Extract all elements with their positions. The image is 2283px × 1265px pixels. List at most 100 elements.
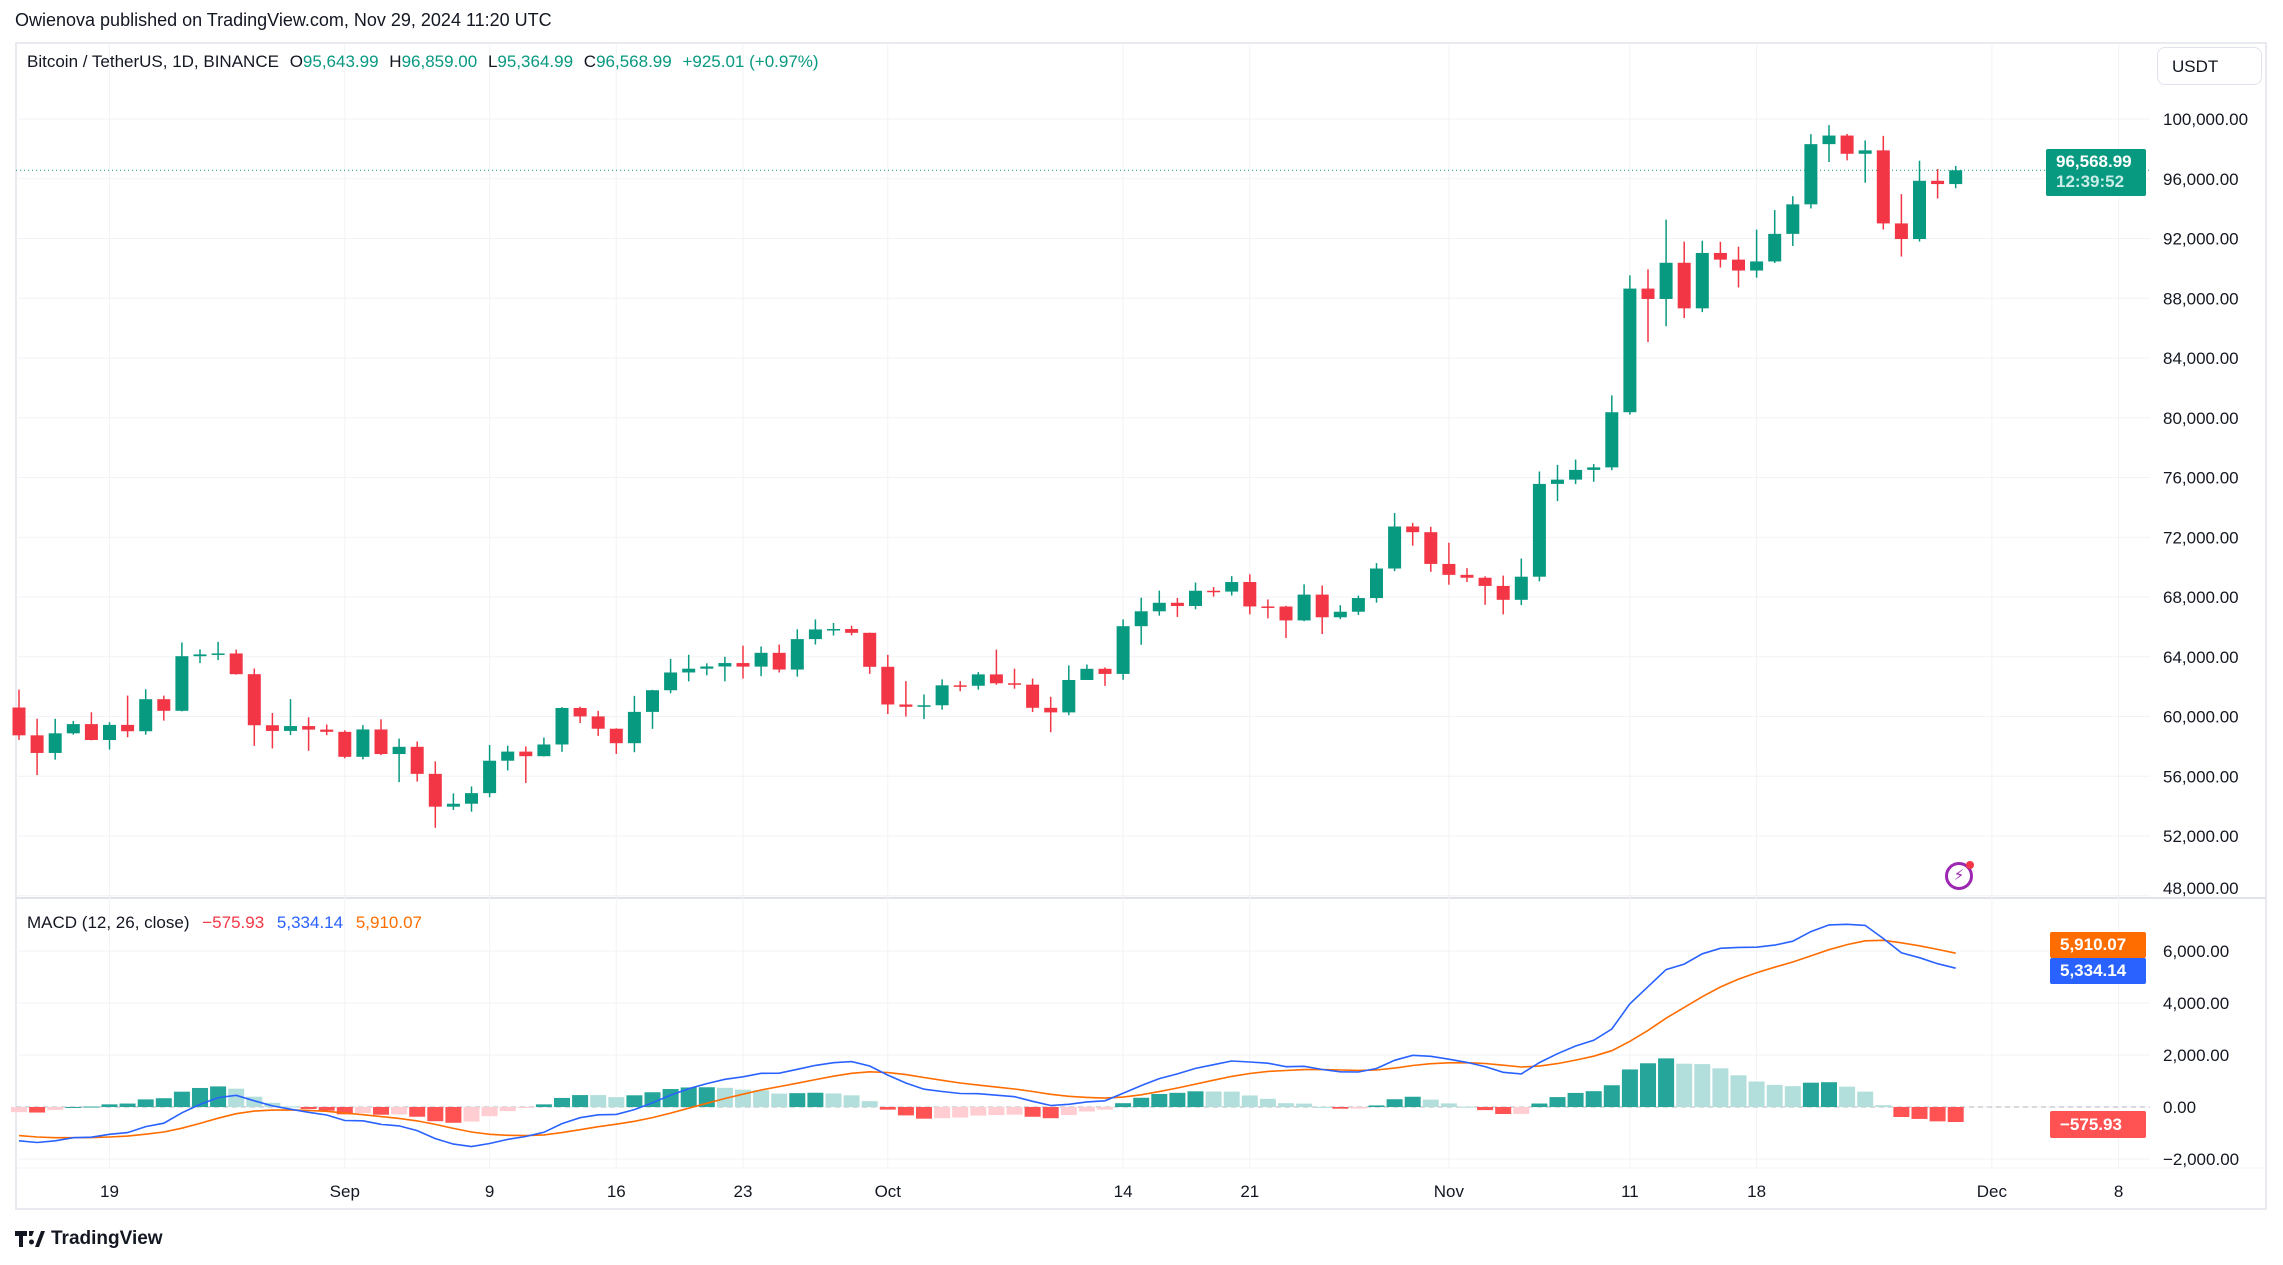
histogram-bar — [1748, 1081, 1765, 1107]
candle — [971, 672, 985, 690]
candle-body — [1261, 606, 1275, 608]
candle-body — [1623, 288, 1637, 413]
candle-body — [917, 705, 931, 707]
histogram-bar — [1024, 1107, 1041, 1117]
candle-body — [1460, 574, 1474, 578]
candle — [573, 706, 587, 723]
histogram-bar — [590, 1095, 607, 1107]
candle-body — [1768, 233, 1782, 262]
price-tick-label: 64,000.00 — [2163, 648, 2239, 667]
candle-body — [790, 639, 804, 670]
candle-body — [1551, 479, 1564, 484]
candle-body — [139, 699, 153, 732]
candle — [772, 644, 786, 673]
histogram-bar — [1097, 1107, 1113, 1110]
candle — [392, 738, 406, 783]
candle-body — [1605, 412, 1619, 468]
candle — [30, 718, 44, 776]
histogram-bar — [101, 1104, 118, 1107]
price-tick-label: 48,000.00 — [2163, 879, 2239, 898]
branding-text: TradingView — [51, 1228, 163, 1249]
candle — [1134, 597, 1148, 645]
candle — [1786, 196, 1800, 246]
candle — [1750, 229, 1764, 278]
candle — [229, 649, 243, 675]
symbol-name[interactable]: Bitcoin / TetherUS, 1D, BINANCE — [27, 52, 279, 71]
candle-body — [302, 726, 316, 730]
histogram-bar — [1730, 1075, 1747, 1107]
histogram-bar — [65, 1106, 82, 1108]
candle — [1243, 574, 1257, 615]
candle — [1695, 240, 1709, 313]
candle — [953, 681, 967, 692]
candle — [754, 646, 768, 677]
histogram-bar — [916, 1107, 932, 1119]
candle-body — [1858, 150, 1872, 154]
candle-body — [1732, 259, 1745, 271]
candle-body — [175, 656, 189, 711]
histogram-bar — [861, 1101, 878, 1107]
candle-body — [1496, 585, 1510, 600]
histogram-bar — [137, 1099, 154, 1107]
macd-legend[interactable]: MACD (12, 26, close) −575.93 5,334.14 5,… — [27, 913, 430, 933]
histogram-bar — [11, 1107, 27, 1113]
candle-body — [157, 699, 171, 711]
high-value: 96,859.00 — [401, 52, 478, 71]
candle-body — [1116, 626, 1130, 674]
histogram-bar — [354, 1107, 371, 1114]
price-tick-label: 56,000.00 — [2163, 767, 2239, 786]
candle — [428, 761, 442, 828]
price-tick-label: 60,000.00 — [2163, 708, 2239, 727]
candle-body — [1062, 679, 1076, 713]
lightning-icon[interactable]: ⚡ — [1945, 861, 1974, 890]
histogram-bar — [608, 1097, 625, 1107]
candle — [700, 663, 714, 676]
candle-body — [754, 652, 768, 667]
candle — [1551, 464, 1564, 502]
histogram-bar — [1169, 1092, 1186, 1107]
candle-body — [374, 729, 388, 755]
candle-body — [573, 707, 587, 717]
candle-body — [1008, 683, 1021, 685]
macd-tick-label: 0.00 — [2163, 1098, 2196, 1117]
histogram-bar — [644, 1092, 661, 1107]
price-tick-label: 92,000.00 — [2163, 230, 2239, 249]
histogram-bar — [572, 1095, 589, 1107]
candle — [1189, 582, 1202, 610]
histogram-bar — [409, 1107, 426, 1117]
candle-body — [1514, 576, 1528, 600]
open-label: O — [289, 52, 303, 71]
current-price: 96,568.99 — [2056, 152, 2132, 171]
candle — [790, 629, 804, 677]
candle — [736, 645, 750, 679]
macd-tick-label: 4,000.00 — [2163, 994, 2229, 1013]
histogram-bar — [1241, 1095, 1258, 1107]
candle-body — [1044, 707, 1058, 713]
candle — [1297, 584, 1311, 622]
time-tick-label: 9 — [485, 1182, 494, 1201]
histogram-bar — [1857, 1091, 1874, 1107]
currency-button[interactable]: USDT — [2157, 47, 2262, 85]
candle-body — [1587, 467, 1601, 470]
histogram-bar — [1332, 1107, 1349, 1109]
histogram-bar — [1187, 1091, 1204, 1107]
candle-body — [1949, 170, 1963, 185]
candle — [1170, 597, 1184, 617]
candle — [682, 654, 696, 682]
publisher-line: Owienova published on TradingView.com, N… — [15, 10, 552, 30]
macd-signal-value: 5,910.07 — [355, 913, 423, 932]
candle-body — [863, 632, 877, 667]
tradingview-logo[interactable]: TradingView — [15, 1228, 163, 1250]
low-value: 95,364.99 — [497, 52, 574, 71]
histogram-bar — [1205, 1091, 1222, 1107]
candle — [1641, 269, 1655, 342]
candle-body — [1098, 668, 1112, 674]
histogram-bar — [1802, 1082, 1819, 1107]
candle — [284, 699, 297, 736]
candle-body — [1931, 180, 1945, 185]
histogram-bar — [228, 1088, 245, 1107]
time-tick-label: 21 — [1240, 1182, 1259, 1201]
candle-body — [12, 707, 26, 736]
histogram-bar — [1676, 1063, 1693, 1107]
